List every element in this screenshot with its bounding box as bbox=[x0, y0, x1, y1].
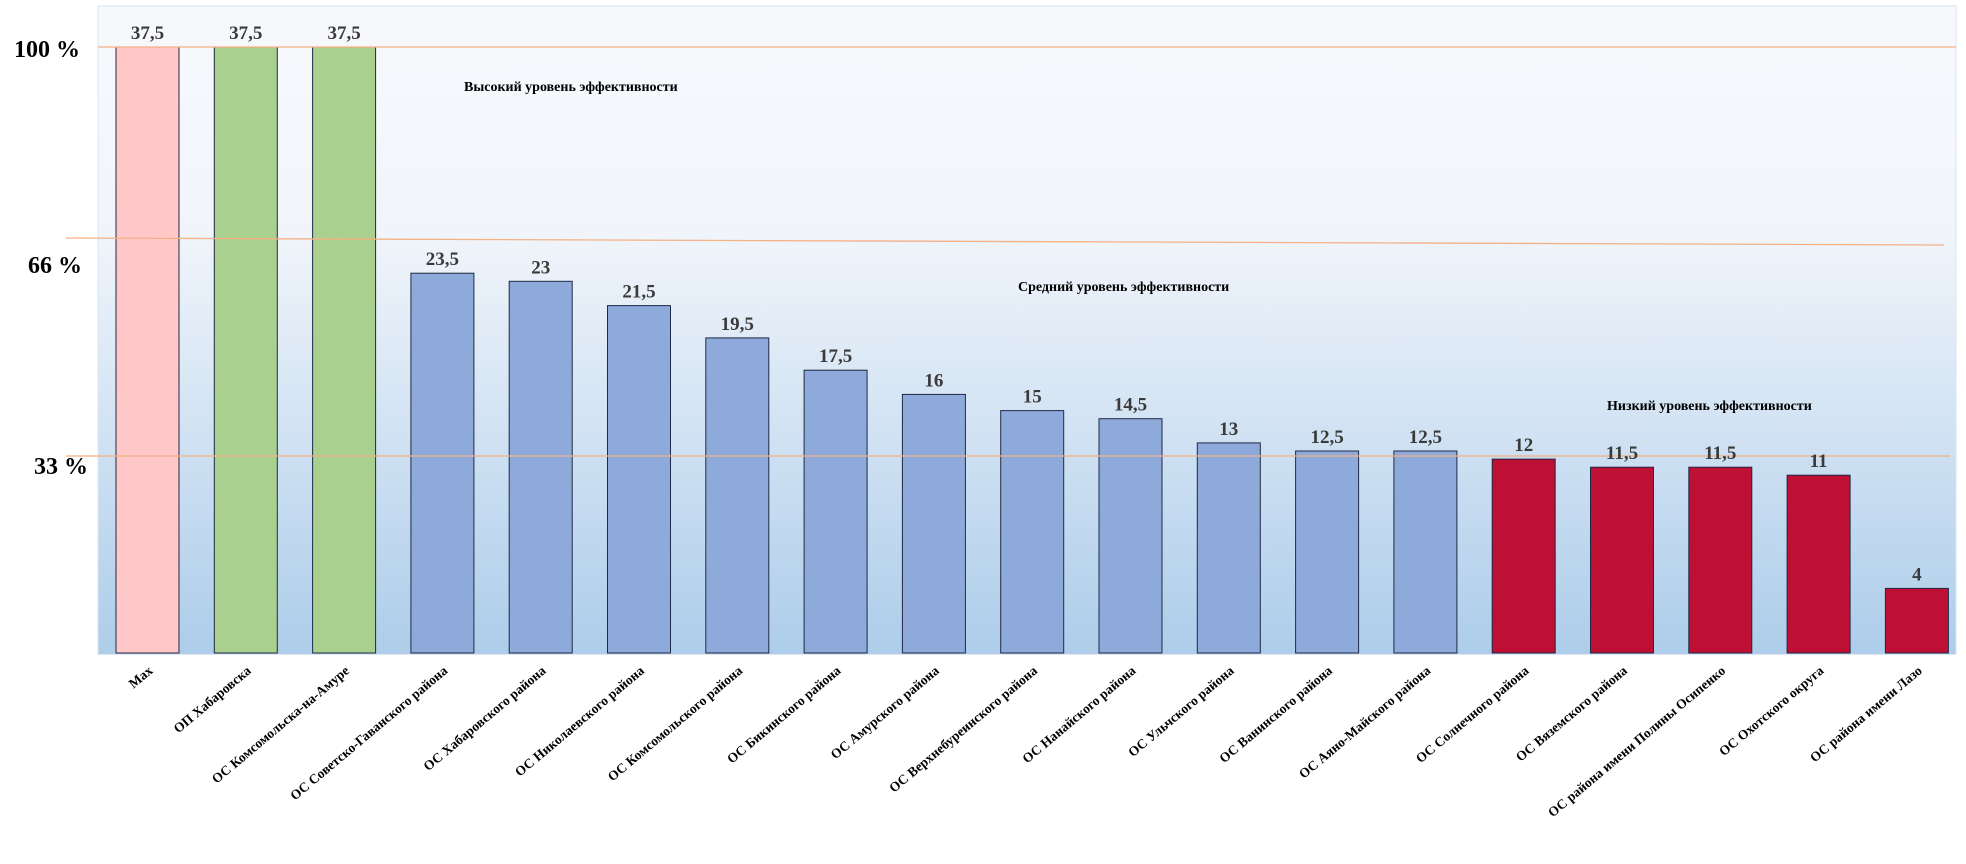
data-label: 14,5 bbox=[1114, 395, 1147, 416]
x-tick-label: ОС Охотского округа bbox=[1716, 663, 1827, 759]
data-label: 37,5 bbox=[229, 23, 262, 44]
bar bbox=[313, 47, 376, 653]
x-tick-label: ОС района имени Лазо bbox=[1807, 663, 1925, 765]
bar bbox=[1689, 467, 1752, 653]
data-label: 13 bbox=[1219, 419, 1238, 440]
x-tick-label: ОС Амурского района bbox=[828, 663, 942, 762]
bar bbox=[509, 281, 572, 653]
bar bbox=[116, 47, 179, 653]
data-label: 37,5 bbox=[131, 23, 164, 44]
data-label: 15 bbox=[1023, 387, 1042, 408]
data-label: 11 bbox=[1810, 451, 1828, 472]
data-label: 11,5 bbox=[1704, 443, 1736, 464]
bar bbox=[608, 306, 671, 653]
x-tick-label: Max bbox=[126, 663, 156, 692]
zone-label-medium: Средний уровень эффективности bbox=[1018, 280, 1229, 295]
bar bbox=[1591, 467, 1654, 653]
x-tick-label: ОС Ульчского района bbox=[1125, 663, 1237, 760]
data-label: 16 bbox=[924, 370, 943, 391]
data-label: 12,5 bbox=[1310, 427, 1343, 448]
bar bbox=[1787, 475, 1850, 653]
bar bbox=[1001, 411, 1064, 653]
data-label: 23 bbox=[531, 257, 550, 278]
bar bbox=[214, 47, 277, 653]
data-label: 17,5 bbox=[819, 346, 852, 367]
zone-label-low: Низкий уровень эффективности bbox=[1607, 399, 1812, 414]
bar bbox=[1492, 459, 1555, 653]
data-label: 12 bbox=[1514, 435, 1533, 456]
bar bbox=[1099, 419, 1162, 653]
bar bbox=[1197, 443, 1260, 653]
data-label: 19,5 bbox=[721, 314, 754, 335]
threshold-label-33: 33 % bbox=[34, 454, 88, 480]
data-label: 21,5 bbox=[622, 282, 655, 303]
bar bbox=[411, 273, 474, 653]
bar bbox=[706, 338, 769, 653]
data-label: 4 bbox=[1912, 564, 1922, 585]
x-tick-label: ОС Советско-Гаванского района bbox=[287, 663, 450, 803]
x-tick-label: ОС Вяземского района bbox=[1513, 663, 1630, 765]
data-label: 23,5 bbox=[426, 249, 459, 270]
x-tick-label: ОП Хабаровска bbox=[170, 663, 253, 736]
bar bbox=[804, 370, 867, 653]
x-tick-label: ОС Нанайского района bbox=[1019, 663, 1138, 767]
bar bbox=[1394, 451, 1457, 653]
threshold-label-66: 66 % bbox=[28, 253, 82, 279]
bar bbox=[902, 394, 965, 653]
zone-label-high: Высокий уровень эффективности bbox=[464, 80, 678, 95]
data-label: 12,5 bbox=[1409, 427, 1442, 448]
data-label: 11,5 bbox=[1606, 443, 1638, 464]
x-tick-label: ОС района имени Полины Осипенко bbox=[1545, 663, 1728, 820]
data-label: 37,5 bbox=[327, 23, 360, 44]
x-tick-label: ОС Солнечного района bbox=[1413, 663, 1532, 766]
threshold-label-100: 100 % bbox=[14, 37, 80, 63]
bar bbox=[1296, 451, 1359, 653]
x-tick-label: ОС Ванинского района bbox=[1216, 663, 1335, 766]
x-tick-label: ОС Бикинского района bbox=[724, 663, 844, 767]
bar bbox=[1885, 588, 1948, 653]
